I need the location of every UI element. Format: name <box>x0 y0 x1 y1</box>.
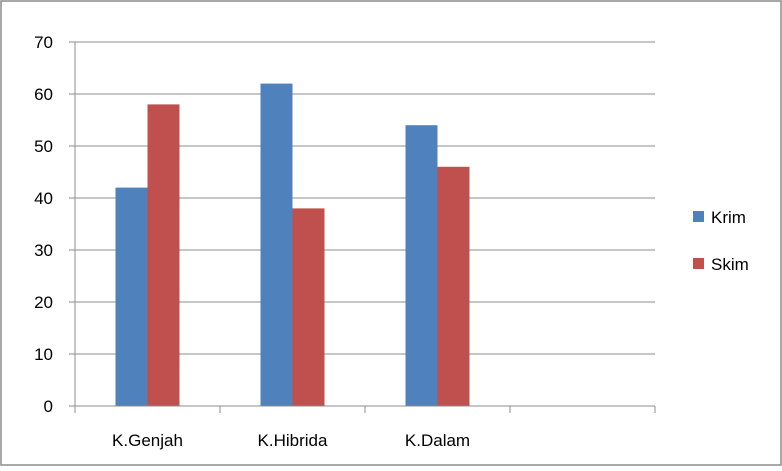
legend: Krim Skim <box>693 208 749 274</box>
x-tick-label: K.Dalam <box>405 431 470 450</box>
y-tick-label: 60 <box>34 85 53 104</box>
legend-swatch-skim <box>693 258 704 269</box>
legend-label-krim: Krim <box>711 208 746 227</box>
y-tick-label: 30 <box>34 241 53 260</box>
y-tick-label: 70 <box>34 33 53 52</box>
x-tick-label: K.Hibrida <box>258 431 328 450</box>
legend-swatch-krim <box>693 211 704 222</box>
y-tick-label: 10 <box>34 345 53 364</box>
bars <box>115 83 470 407</box>
bar-krim-2 <box>260 83 293 406</box>
bar-krim-1 <box>115 187 148 406</box>
y-tick-label: 40 <box>34 189 53 208</box>
legend-label-skim: Skim <box>711 255 749 274</box>
x-tick-label: K.Genjah <box>112 431 183 450</box>
y-tick-label: 0 <box>44 397 53 416</box>
bar-skim-1 <box>147 104 180 407</box>
bar-skim-2 <box>292 208 325 406</box>
y-tick-label: 50 <box>34 137 53 156</box>
y-tick-label: 20 <box>34 293 53 312</box>
axes: 0 10 20 30 40 50 60 70 K.Genjah K.Hibrida K.Dalam <box>34 33 656 450</box>
bar-skim-3 <box>437 166 470 406</box>
bar-krim-3 <box>405 125 438 406</box>
